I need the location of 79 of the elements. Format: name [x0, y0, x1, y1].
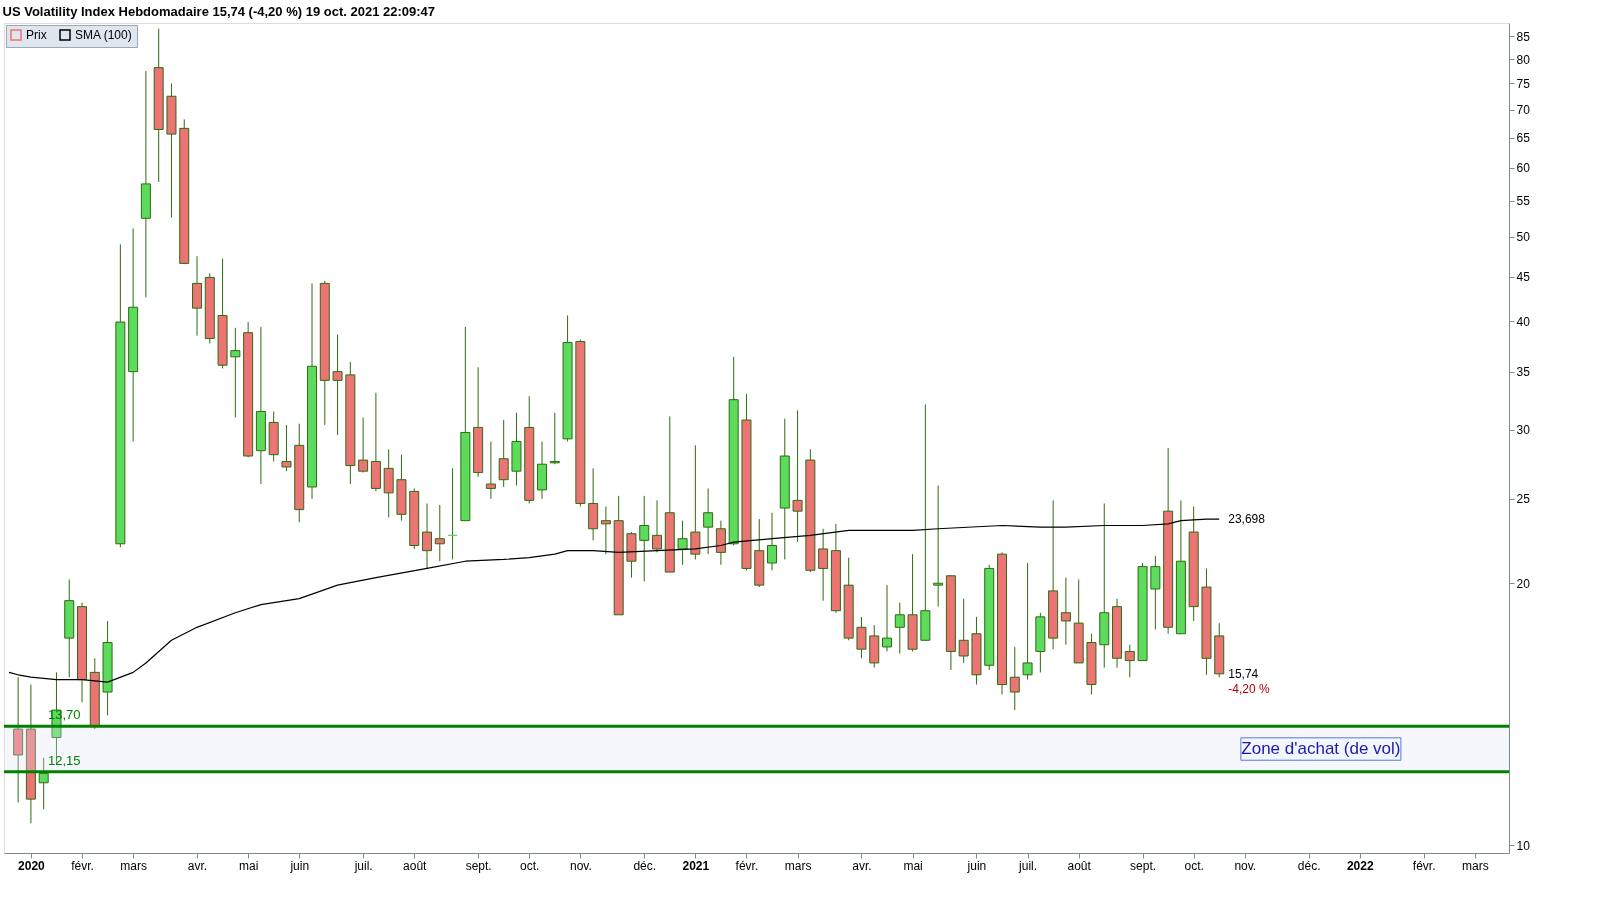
- candlestick: [230, 327, 241, 419]
- annotation: 15,74: [1228, 666, 1259, 681]
- y-tick-label: 40: [1516, 314, 1531, 329]
- candlestick: [485, 440, 496, 500]
- band-label: Zone d'achat (de vol): [1241, 739, 1401, 759]
- candlestick: [933, 485, 944, 608]
- legend-label: Prix: [26, 28, 47, 42]
- x-tick-label: oct.: [520, 858, 540, 873]
- x-tick-label: avr.: [852, 858, 872, 873]
- candlestick: [1124, 644, 1135, 678]
- candlestick: [690, 444, 701, 560]
- candlestick: [358, 417, 369, 474]
- candlestick: [792, 409, 803, 543]
- x-tick-label: mai: [238, 858, 259, 873]
- annotation: 23,698: [1228, 512, 1266, 527]
- candlestick: [281, 424, 292, 472]
- candlestick: [422, 502, 433, 569]
- candlestick: [767, 512, 778, 571]
- candlestick: [703, 487, 714, 555]
- x-tick-label: juin: [289, 858, 310, 873]
- candlestick: [38, 757, 49, 810]
- line-series: [8, 518, 1220, 683]
- candlestick: [677, 520, 688, 566]
- candlestick: [882, 584, 893, 652]
- x-tick-label: août: [1067, 858, 1092, 873]
- candlestick: [715, 520, 726, 566]
- x-tick-label: mars: [120, 858, 147, 873]
- candlestick: [818, 528, 829, 602]
- y-tick-label: 50: [1516, 230, 1531, 245]
- y-tick-label: 45: [1516, 270, 1531, 285]
- x-tick-label: juin: [966, 858, 987, 873]
- candlestick: [1150, 555, 1161, 630]
- x-tick-label: févr.: [71, 858, 94, 873]
- x-tick-label: mars: [784, 858, 812, 873]
- y-tick-label: 55: [1516, 194, 1531, 209]
- candlestick: [1009, 646, 1020, 711]
- candlestick: [434, 504, 445, 562]
- x-tick-label: oct.: [1184, 858, 1204, 873]
- x-tick-label: nov.: [1234, 858, 1257, 873]
- x-tick-label: 2021: [682, 858, 710, 873]
- y-tick-label: 85: [1516, 29, 1531, 44]
- x-tick-label: juil.: [1018, 858, 1038, 873]
- candlestick: [1022, 562, 1033, 681]
- x-tick-label: août: [403, 858, 428, 873]
- x-tick-label: juil.: [353, 858, 373, 873]
- x-tick-label: sept.: [465, 858, 492, 873]
- x-tick-label: déc.: [633, 858, 657, 873]
- y-tick-label: 35: [1516, 365, 1531, 380]
- candlestick: [958, 598, 969, 664]
- annotation: -4,20 %: [1228, 681, 1270, 696]
- y-tick-label: 70: [1516, 103, 1531, 118]
- x-tick-label: févr.: [735, 858, 759, 873]
- y-tick-label: 75: [1516, 76, 1531, 91]
- y-tick-label: 25: [1516, 492, 1531, 507]
- y-tick-label: 80: [1516, 52, 1531, 67]
- legend-label: SMA (100): [75, 28, 132, 42]
- candlestick: [332, 334, 343, 436]
- y-tick-label: 60: [1516, 161, 1531, 176]
- x-tick-label: nov.: [569, 858, 592, 873]
- y-tick-label: 20: [1516, 576, 1531, 591]
- candlestick: [1060, 577, 1071, 646]
- x-tick-label: sept.: [1130, 858, 1157, 873]
- x-tick-label: mars: [1461, 858, 1489, 873]
- x-tick-label: févr.: [1412, 858, 1436, 873]
- candlestick: [498, 419, 509, 488]
- y-tick-label: 30: [1516, 423, 1531, 438]
- candlestick: [652, 499, 663, 553]
- x-tick-label: 2020: [18, 858, 46, 873]
- candlestick: [600, 506, 611, 555]
- x-tick-label: avr.: [187, 858, 208, 873]
- candlestick: [639, 495, 650, 582]
- candlestick: [894, 602, 905, 655]
- y-tick-label: 10: [1516, 838, 1531, 853]
- x-tick-label: mai: [903, 858, 923, 873]
- y-tick-label: 65: [1516, 131, 1531, 146]
- candlestick: [856, 616, 867, 659]
- x-tick-label: 2022: [1346, 858, 1374, 873]
- chart-title: US Volatility Index Hebdomadaire 15,74 (-4,20 %) 19 oct. 2021 22:09:47: [2, 4, 436, 19]
- x-tick-label: déc.: [1297, 858, 1321, 873]
